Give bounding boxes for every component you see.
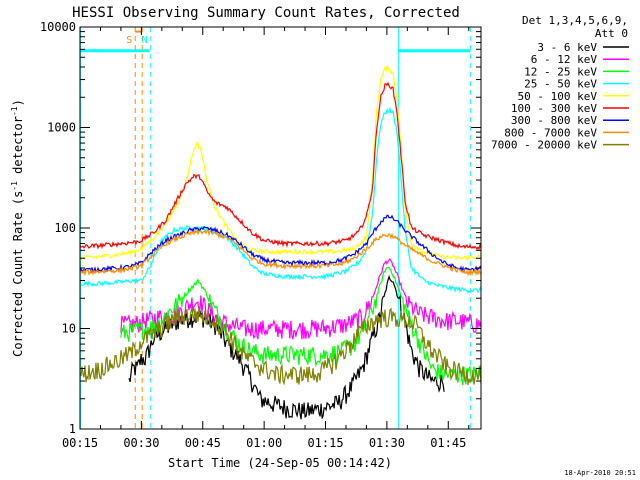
- legend-entry-label: 6 - 12 keV: [531, 53, 598, 66]
- footer-timestamp: 18-Apr-2010 20:51: [564, 469, 636, 477]
- y-tick-label: 10000: [40, 20, 76, 34]
- x-tick-label: 01:30: [369, 436, 405, 450]
- x-tick-label: 00:30: [123, 436, 159, 450]
- x-tick-label: 00:15: [62, 436, 98, 450]
- x-tick-label: 01:15: [307, 436, 343, 450]
- annotation-label: N: [142, 35, 148, 46]
- x-axis-label: Start Time (24-Sep-05 00:14:42): [168, 456, 392, 470]
- y-axis-label-mid: detector: [11, 116, 25, 181]
- y-axis-label: Corrected Count Rate (s-1 detector-1): [10, 99, 25, 357]
- series-line: [79, 106, 482, 294]
- legend-entry-label: 25 - 50 keV: [524, 78, 597, 91]
- series-line: [79, 229, 482, 277]
- y-tick-label: 1: [69, 422, 76, 436]
- y-tick-label: 100: [54, 221, 76, 235]
- chart-title: HESSI Observing Summary Count Rates, Cor…: [72, 5, 460, 21]
- legend-entry-label: 300 - 800 keV: [511, 114, 597, 127]
- legend-entry-label: 100 - 300 keV: [511, 102, 597, 115]
- series-line: [120, 266, 482, 386]
- series-line: [79, 65, 482, 262]
- y-axis: 1 10 100 1000 10000: [40, 20, 481, 436]
- y-tick-label: 1000: [47, 121, 76, 135]
- series-line: [120, 258, 482, 340]
- legend-entry-label: 3 - 6 keV: [537, 41, 597, 54]
- legend-header-line-1: Det 1,3,4,5,6,9,: [522, 14, 628, 27]
- y-axis-label-main: Corrected Count Rate (s: [11, 191, 25, 357]
- legend-entry-label: 12 - 25 keV: [524, 65, 597, 78]
- y-axis-label-sup2: -1: [10, 106, 19, 116]
- annotation-label: S: [126, 35, 132, 46]
- x-tick-label: 00:45: [185, 436, 221, 450]
- series-line: [79, 81, 482, 251]
- legend-entry-label: 7000 - 20000 keV: [491, 139, 597, 152]
- x-tick-label: 01:00: [246, 436, 282, 450]
- y-axis-label-sup: -1: [10, 181, 19, 191]
- legend-entry-label: 50 - 100 keV: [518, 90, 598, 103]
- legend-header-line-2: Att 0: [595, 27, 628, 40]
- x-tick-label: 01:45: [430, 436, 466, 450]
- legend-entry-label: 800 - 7000 keV: [504, 126, 597, 139]
- series-line: [79, 306, 482, 386]
- x-axis: 00:15 00:30 00:45 01:00 01:15 01:30 01:45: [62, 27, 470, 450]
- y-tick-label: 10: [62, 322, 76, 336]
- y-axis-label-end: ): [11, 99, 25, 106]
